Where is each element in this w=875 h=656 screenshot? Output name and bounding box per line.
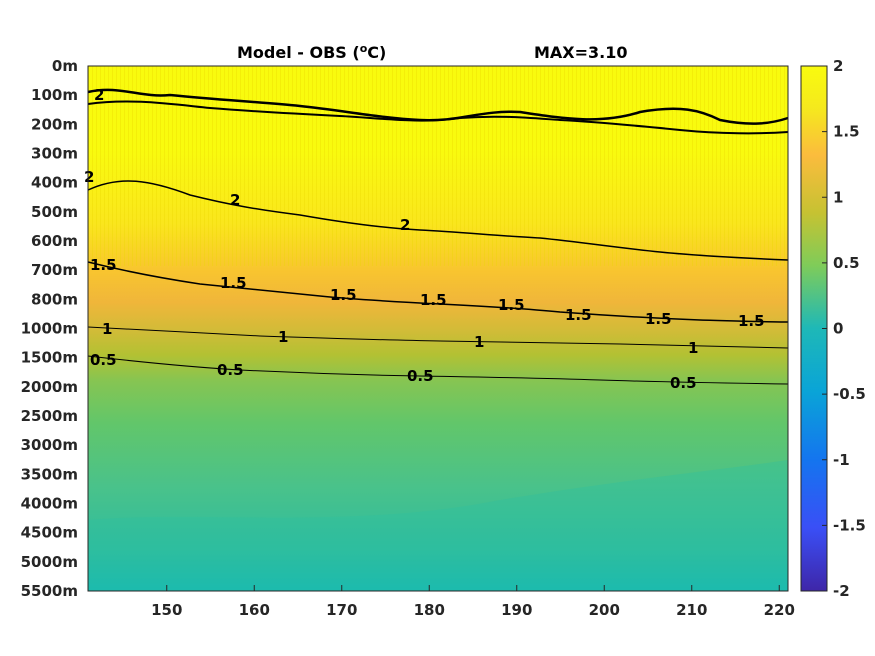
- y-tick-label: 1000m: [21, 320, 78, 338]
- title-max: MAX=3.10: [534, 43, 628, 62]
- y-tick-label: 2000m: [21, 378, 78, 396]
- y-tick-label: 800m: [31, 290, 78, 308]
- contour-label-1c: 1: [474, 333, 484, 351]
- contour-label-1-5d: 1.5: [420, 291, 447, 309]
- chart-title: Model - OBS (oC) MAX=3.10: [237, 42, 628, 62]
- x-tick-label: 210: [676, 601, 707, 619]
- y-tick-label: 300m: [31, 145, 78, 163]
- contour-2-lower: [87, 180, 789, 261]
- colorbar-tick-label: 0.5: [833, 254, 860, 272]
- contour-label-2d: 2: [230, 191, 240, 209]
- colorbar-tick-label: 2: [833, 57, 843, 75]
- y-tick-label: 4000m: [21, 495, 78, 513]
- y-tick-label: 2500m: [21, 407, 78, 425]
- contour-1-5: [87, 261, 789, 323]
- colorbar-tick-label: -1: [833, 451, 850, 469]
- contour-label-0-5c: 0.5: [407, 367, 434, 385]
- y-tick-label: 4500m: [21, 524, 78, 542]
- contour-label-1-5b: 1.5: [220, 274, 247, 292]
- x-tick-label: 150: [151, 601, 182, 619]
- colorbar-tick-label: 1.5: [833, 123, 860, 141]
- colorbar: 2 1.5 1 0.5 0 -0.5 -1 -1.5 -2: [800, 57, 866, 600]
- contour-label-1-5f: 1.5: [565, 306, 592, 324]
- x-tick-label: 220: [764, 601, 795, 619]
- plot-area: 2 2 2 2 1.5 1.5 1.5 1.5 1.5 1.5 1.5 1.5 …: [84, 65, 789, 600]
- contour-label-0-5a: 0.5: [90, 351, 117, 369]
- contour-label-1-5c: 1.5: [330, 286, 357, 304]
- contour-label-1-5h: 1.5: [738, 312, 765, 330]
- y-tick-label: 400m: [31, 174, 78, 192]
- x-axis: 150 160 170 180 190 200 210 220: [151, 585, 795, 619]
- colorbar-tick-label: -1.5: [833, 516, 866, 534]
- y-tick-label: 5500m: [21, 582, 78, 600]
- contour-labels: 2 2 2 2 1.5 1.5 1.5 1.5 1.5 1.5 1.5 1.5 …: [84, 86, 765, 392]
- contour-label-1-5g: 1.5: [645, 310, 672, 328]
- contour-label-1b: 1: [278, 328, 288, 346]
- contour-label-2a: 2: [94, 86, 104, 104]
- y-tick-label: 100m: [31, 86, 78, 104]
- contour-label-1d: 1: [688, 339, 698, 357]
- colorbar-tick-label: -0.5: [833, 385, 866, 403]
- y-tick-label: 3000m: [21, 436, 78, 454]
- contour-label-1a: 1: [102, 320, 112, 338]
- y-tick-label: 1500m: [21, 349, 78, 367]
- x-tick-label: 160: [239, 601, 270, 619]
- plot-frame: [87, 65, 789, 592]
- x-tick-label: 170: [326, 601, 357, 619]
- contour-label-0-5d: 0.5: [670, 374, 697, 392]
- contour-label-0-5b: 0.5: [217, 361, 244, 379]
- deep-water-patch: [88, 460, 788, 600]
- colorbar-tick-label: -2: [833, 582, 850, 600]
- colorbar-ticks: 2 1.5 1 0.5 0 -0.5 -1 -1.5 -2: [822, 57, 866, 600]
- y-tick-label: 0m: [52, 57, 78, 75]
- x-tick-label: 200: [589, 601, 620, 619]
- y-tick-label: 700m: [31, 261, 78, 279]
- x-tick-label: 190: [501, 601, 532, 619]
- colorbar-tick-label: 1: [833, 188, 843, 206]
- y-tick-label: 3500m: [21, 465, 78, 483]
- y-tick-label: 600m: [31, 232, 78, 250]
- y-tick-label: 200m: [31, 115, 78, 133]
- x-tick-label: 180: [414, 601, 445, 619]
- contour-lines: [87, 88, 789, 385]
- y-tick-label: 500m: [31, 203, 78, 221]
- title-left: Model - OBS (oC): [237, 42, 386, 62]
- contour-0-5: [87, 355, 789, 385]
- y-axis: 0m 100m 200m 300m 400m 500m 600m 700m 800m 1000m 1…: [21, 57, 78, 600]
- contour-label-1-5e: 1.5: [498, 296, 525, 314]
- colorbar-tick-label: 0: [833, 320, 843, 338]
- contour-label-1-5a: 1.5: [90, 256, 117, 274]
- contour-1: [87, 326, 789, 349]
- contour-label-2c: 2: [400, 216, 410, 234]
- contour-2-upper-b: [87, 100, 789, 135]
- y-tick-label: 5000m: [21, 553, 78, 571]
- contour-label-2b: 2: [84, 168, 94, 186]
